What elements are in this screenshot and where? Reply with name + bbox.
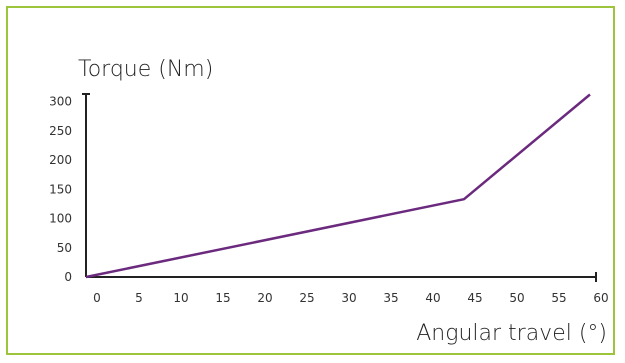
x-tick-label: 50 [509,291,524,305]
x-tick-label: 45 [467,291,482,305]
x-tick-label: 35 [383,291,398,305]
x-tick-label: 55 [551,291,566,305]
x-tick-label: 25 [299,291,314,305]
y-tick-label: 150 [49,182,72,196]
x-axis-title: Angular travel (°) [416,321,607,346]
y-tick-label: 250 [49,124,72,138]
x-tick-label: 5 [135,291,143,305]
x-tick-label: 0 [93,291,101,305]
y-axis-title: Torque (Nm) [78,57,213,82]
x-tick-label: 40 [425,291,440,305]
x-tick-label: 30 [341,291,356,305]
series-line [85,93,591,279]
y-tick-label: 300 [49,95,72,109]
y-tick-label: 100 [49,212,72,226]
y-tick-label: 50 [57,241,72,255]
y-tick-label: 200 [49,153,72,167]
x-tick-label: 60 [593,291,608,305]
x-tick-label: 15 [215,291,230,305]
y-tick-label: 0 [64,270,72,284]
chart-frame [6,6,615,355]
x-tick-label: 20 [257,291,272,305]
x-tick-label: 10 [173,291,188,305]
